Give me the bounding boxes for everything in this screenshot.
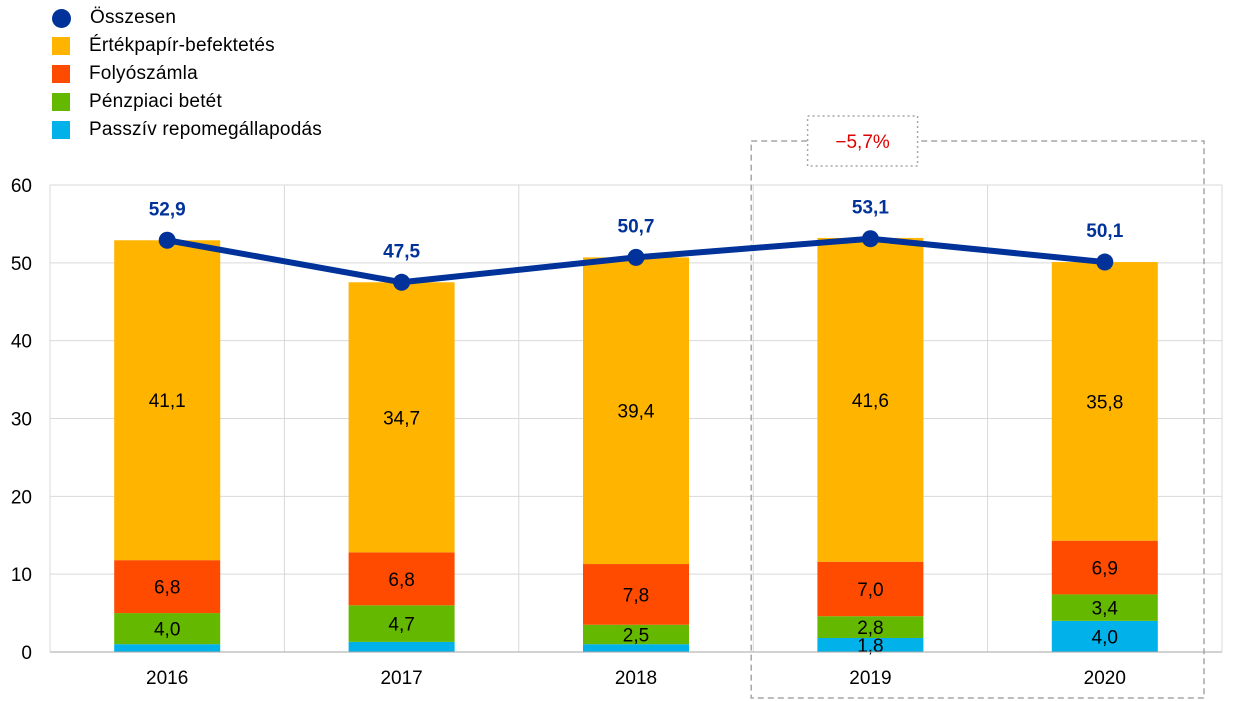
total-point-2020: [1096, 253, 1114, 271]
legend-label-money-market: Pénzpiaci betét: [89, 91, 222, 112]
segment-label-current-2020: 6,9: [1092, 559, 1118, 580]
legend-swatch-current-account: [52, 65, 70, 83]
bar-securities-2020: [1051, 262, 1158, 541]
bar-mm-2018: [583, 624, 689, 645]
legend-label-repo: Passzív repomegállapodás: [89, 119, 322, 140]
bar-repo-2019: [817, 637, 924, 652]
legend-item-repo: Passzív repomegállapodás: [52, 116, 322, 144]
bar-repo-2017: [348, 641, 455, 652]
segment-label-current-2018: 7,8: [623, 585, 649, 606]
legend-item-current-account: Folyószámla: [52, 60, 322, 88]
segment-label-securities-2018: 39,4: [618, 402, 655, 423]
total-series: 52,9 47,5 50,7 53,1 50,1: [149, 198, 1124, 291]
total-label-2018: 50,7: [618, 216, 655, 237]
legend-label-current-account: Folyószámla: [89, 63, 198, 84]
legend-swatch-securities: [52, 37, 70, 55]
legend-item-securities: Értékpapír-befektetés: [52, 32, 322, 60]
y-tick-label-10: 10: [11, 565, 32, 586]
x-tick-label-2017: 2017: [380, 668, 422, 689]
legend-swatch-total: [52, 8, 71, 28]
bar-current-2020: [1051, 540, 1158, 595]
total-label-2019: 53,1: [852, 198, 889, 219]
segment-label-mm-2020: 3,4: [1092, 599, 1119, 620]
bar-current-2017: [348, 552, 455, 606]
legend-label-total: Összesen: [90, 7, 177, 28]
bar-segments: [114, 237, 1158, 652]
total-point-2016: [158, 231, 176, 249]
segment-label-securities-2020: 35,8: [1086, 392, 1123, 413]
segment-label-mm-2018: 2,5: [623, 625, 649, 646]
bar-securities-2016: [114, 240, 221, 561]
segment-label-mm-2017: 4,7: [388, 615, 414, 636]
bar-repo-2016: [114, 644, 221, 652]
bar-securities-2017: [348, 282, 455, 553]
annotation-label: −5,7%: [835, 132, 890, 153]
bar-repo-2018: [583, 644, 689, 652]
x-tick-label-2019: 2019: [849, 668, 891, 689]
segment-labels: 4,0 6,8 41,1 4,7 6,8 34,7 2,5 7,8 39,4 1,82,8 7,0 4…: [149, 391, 1124, 657]
segment-label-repo-2020: 4,0: [1092, 627, 1118, 648]
chart-legend: Összesen Értékpapír-befektetés Folyószám…: [52, 4, 322, 144]
segment-label-current-2019: 7,0: [857, 580, 883, 601]
segment-label-mm-2016: 4,0: [154, 620, 180, 641]
segment-label-securities-2019: 41,6: [852, 391, 889, 412]
legend-label-securities: Értékpapír-befektetés: [89, 35, 275, 56]
bar-securities-2019: [817, 237, 924, 562]
y-tick-label-50: 50: [11, 254, 32, 275]
total-point-2018: [627, 248, 645, 266]
legend-swatch-repo: [52, 121, 70, 139]
bar-securities-2018: [583, 257, 689, 565]
legend-item-total: Összesen: [52, 4, 322, 32]
bar-mm-2016: [114, 613, 221, 645]
y-tick-label-20: 20: [11, 487, 32, 508]
annotation-box: [750, 140, 1205, 699]
bar-mm-2019: [817, 616, 924, 638]
change-annotation: −5,7%: [750, 115, 1205, 699]
annotation-label-box: [806, 115, 919, 167]
y-tick-label-30: 30: [11, 410, 32, 431]
y-tick-label-60: 60: [11, 176, 32, 197]
bar-mm-2020: [1051, 594, 1158, 621]
segment-label-mm-2019: 2,8: [857, 618, 883, 639]
bar-current-2018: [583, 564, 689, 625]
bar-current-2019: [817, 561, 924, 617]
total-label-2020: 50,1: [1086, 221, 1123, 242]
total-point-2017: [393, 273, 411, 291]
segment-label-current-2016: 6,8: [154, 578, 180, 599]
x-tick-label-2016: 2016: [146, 668, 188, 689]
legend-item-money-market: Pénzpiaci betét: [52, 88, 322, 116]
axes: 0 10 20 30 40 50 60 2016 2017 2018 2019 2020: [11, 176, 1222, 689]
bar-mm-2017: [348, 605, 455, 642]
segment-label-securities-2017: 34,7: [383, 408, 420, 429]
segment-label-current-2017: 6,8: [388, 570, 414, 591]
y-tick-label-0: 0: [21, 643, 32, 664]
segment-label-repo-2019: 1,8: [857, 636, 883, 657]
x-tick-label-2020: 2020: [1084, 668, 1126, 689]
bar-current-2016: [114, 560, 221, 614]
total-label-2016: 52,9: [149, 199, 186, 220]
total-point-2019: [861, 230, 879, 248]
x-tick-label-2018: 2018: [615, 668, 657, 689]
bar-repo-2020: [1051, 620, 1158, 652]
y-tick-label-40: 40: [11, 332, 32, 353]
legend-swatch-money-market: [52, 93, 70, 111]
segment-label-securities-2016: 41,1: [149, 391, 186, 412]
total-label-2017: 47,5: [383, 241, 420, 262]
